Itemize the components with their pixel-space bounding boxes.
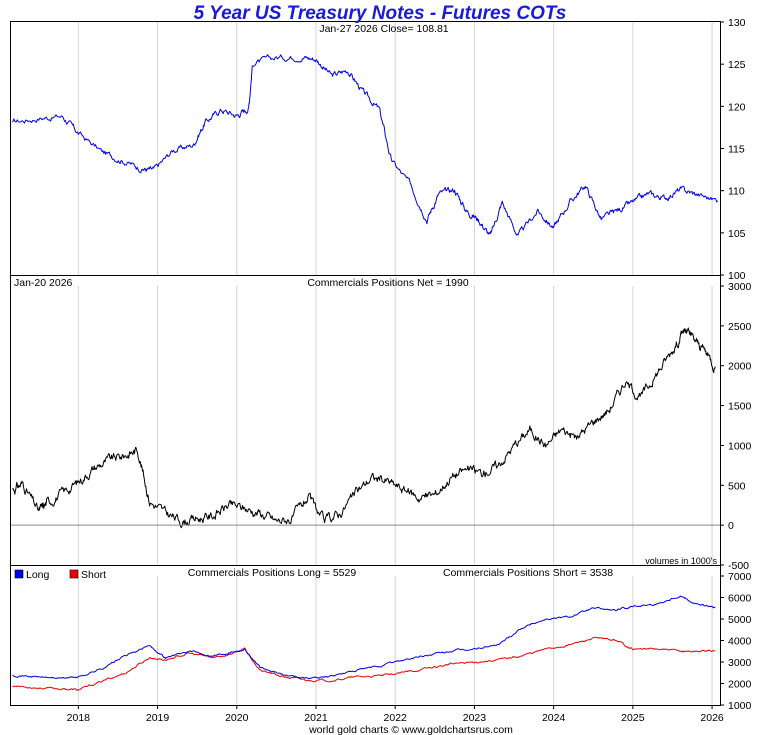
net-position-line [12, 327, 716, 529]
xtick-label-4: 2022 [384, 712, 408, 724]
axis-ticks: 2018 2019 2020 2021 2022 2023 2024 2025 2026 100 1… [67, 17, 752, 724]
series-lines [12, 54, 718, 691]
xtick-label-1: 2019 [146, 712, 170, 724]
ytick-label-price-4: 120 [728, 101, 746, 113]
net-annotation: Commercials Positions Net = 1990 [307, 277, 469, 289]
ytick-label-price-0: 100 [728, 270, 746, 282]
ytick-label-price-2: 110 [728, 186, 745, 198]
long-annotation: Commercials Positions Long = 5529 [188, 567, 357, 579]
ytick-label-net-1: 0 [728, 520, 734, 532]
grid-lines [77, 22, 713, 705]
volume-units-note: volumes in 1000's [645, 556, 717, 566]
footer-credit: world gold charts © www.goldchartsrus.co… [308, 724, 513, 735]
legend-short-label: Short [81, 569, 106, 581]
price-panel-frame [10, 21, 721, 276]
xtick-label-5: 2023 [463, 712, 487, 724]
ytick-label-ls-6: 7000 [728, 571, 752, 583]
ytick-label-ls-1: 2000 [728, 679, 752, 691]
ytick-label-net-2: 500 [728, 480, 746, 492]
price-line [12, 54, 718, 236]
ytick-label-ls-4: 5000 [728, 614, 752, 626]
xtick-label-2: 2020 [225, 712, 249, 724]
ytick-label-ls-2: 3000 [728, 657, 752, 669]
ytick-label-net-7: 3000 [728, 281, 752, 293]
ytick-label-net-6: 2500 [728, 321, 752, 333]
legend-long-label: Long [26, 569, 50, 581]
net-date-label: Jan-20 2026 [14, 277, 73, 289]
legend-short-swatch [69, 569, 79, 579]
xtick-label-7: 2025 [621, 712, 645, 724]
short-annotation: Commercials Positions Short = 3538 [443, 567, 613, 579]
ytick-label-net-5: 2000 [728, 361, 752, 373]
ytick-label-price-1: 105 [728, 228, 746, 240]
ytick-label-net-0: -500 [728, 560, 749, 572]
short-position-line [12, 636, 716, 691]
net-panel-frame [10, 275, 721, 566]
xtick-label-8: 2026 [700, 712, 724, 724]
ytick-label-price-6: 130 [728, 17, 746, 29]
legend-long-swatch [14, 569, 24, 579]
ytick-label-ls-3: 4000 [728, 636, 752, 648]
price-close-annotation: Jan-27 2026 Close= 108.81 [319, 23, 448, 35]
ytick-label-net-3: 1000 [728, 440, 752, 452]
long-short-panel-frame [10, 565, 721, 706]
xtick-label-0: 2018 [67, 712, 91, 724]
ytick-label-ls-5: 6000 [728, 593, 752, 605]
ytick-label-price-3: 115 [728, 144, 745, 156]
chart-title: 5 Year US Treasury Notes - Futures COTs [194, 3, 567, 24]
ytick-label-price-5: 125 [728, 59, 746, 71]
ytick-label-net-4: 1500 [728, 401, 752, 413]
xtick-label-6: 2024 [542, 712, 566, 724]
xtick-label-3: 2021 [304, 712, 328, 724]
long-position-line [12, 595, 716, 680]
ytick-label-ls-0: 1000 [728, 700, 752, 712]
